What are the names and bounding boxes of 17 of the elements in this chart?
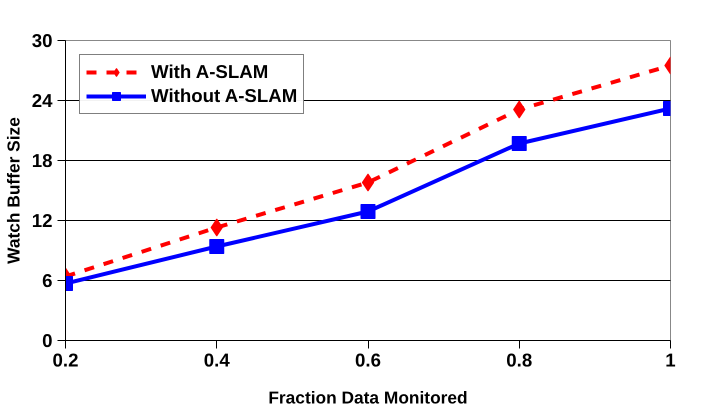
- y-tick-label: 24: [32, 90, 54, 111]
- point: [360, 204, 376, 219]
- x-axis-title: Fraction Data Monitored: [268, 388, 468, 408]
- y-tick-label: 30: [32, 30, 53, 51]
- y-tick-label: 6: [42, 270, 53, 291]
- point: [362, 174, 374, 192]
- y-tick-label: 0: [42, 330, 53, 351]
- x-tick-label: 0.6: [355, 350, 381, 370]
- x-tick-label: 0.2: [52, 350, 78, 370]
- y-tick-label: 12: [32, 210, 53, 231]
- legend-label: Without A-SLAM: [151, 85, 298, 107]
- x-tick-label: 0.8: [506, 350, 532, 370]
- legend-label: With A-SLAM: [151, 61, 268, 83]
- x-tick-label: 1: [665, 350, 676, 370]
- y-axis-title: Watch Buffer Size: [4, 116, 24, 264]
- y-tick-label: 18: [32, 150, 53, 171]
- x-tick-label: 0.4: [204, 350, 230, 370]
